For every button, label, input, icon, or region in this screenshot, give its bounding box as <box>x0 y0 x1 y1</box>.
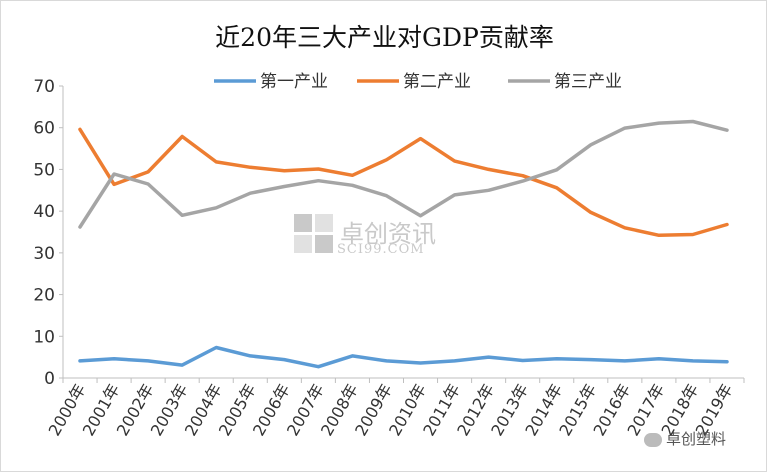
legend: 第一产业 第二产业 第三产业 <box>214 72 622 92</box>
series-lines <box>78 119 729 369</box>
watermark-url: SCI99.COM <box>337 242 425 257</box>
y-tick-labels: 0 10 20 30 40 50 60 70 <box>33 77 55 389</box>
axes <box>59 85 745 383</box>
y-tick-label: 30 <box>33 244 55 264</box>
watermark-brand: 卓创资讯 <box>340 220 436 248</box>
legend-label: 第三产业 <box>554 72 622 92</box>
legend-label: 第一产业 <box>260 72 328 92</box>
corner-watermark: 卓创塑料 <box>644 428 726 449</box>
series-line-1 <box>78 345 729 369</box>
y-tick-label: 10 <box>33 327 55 347</box>
y-tick-label: 60 <box>33 119 55 139</box>
y-tick-label: 70 <box>33 77 55 97</box>
y-tick-label: 20 <box>33 286 55 306</box>
y-tick-label: 50 <box>33 160 55 180</box>
legend-label: 第二产业 <box>403 72 471 92</box>
wechat-icon <box>644 432 662 447</box>
corner-watermark-label: 卓创塑料 <box>666 430 727 448</box>
x-tick-labels: 2000年2001年2002年2003年2004年2005年2006年2007年… <box>45 381 737 440</box>
series-line-2 <box>78 127 729 238</box>
watermark-logo-icon <box>294 214 333 253</box>
series-line-3 <box>78 119 729 229</box>
y-tick-label: 40 <box>33 202 55 222</box>
y-tick-label: 0 <box>44 369 55 389</box>
chart-title: 近20年三大产业对GDP贡献率 <box>215 23 554 52</box>
